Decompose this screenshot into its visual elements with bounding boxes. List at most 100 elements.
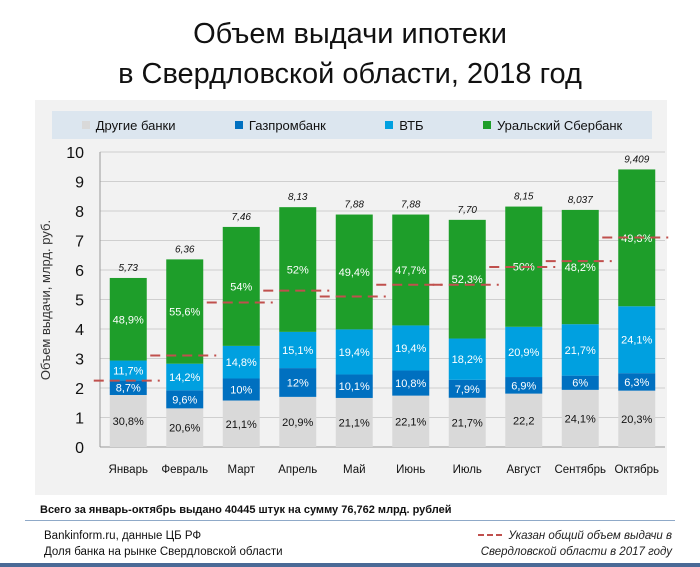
data-label: 48,9%	[113, 314, 144, 326]
total-summary: Всего за январь-октябрь выдано 40445 шту…	[40, 504, 452, 516]
total-label: 7,88	[401, 200, 421, 211]
bar-segment	[561, 375, 599, 390]
data-label: 52,3%	[452, 274, 483, 286]
total-label: 8,15	[514, 192, 534, 203]
bar-segment	[448, 397, 486, 447]
y-tick-label: 3	[75, 352, 84, 369]
bar-segment	[109, 380, 147, 395]
y-tick-label: 5	[75, 293, 84, 310]
bar-segment	[618, 390, 656, 447]
data-label: 6,9%	[511, 380, 536, 392]
total-label: 7,88	[345, 200, 365, 211]
data-label: 52%	[287, 265, 309, 277]
share-note: Доля банка на рынке Свердловской области	[44, 546, 283, 558]
data-label: 48,2%	[565, 262, 596, 274]
data-label: 20,9%	[508, 347, 539, 359]
bar-segment	[561, 324, 599, 376]
bar-segment	[166, 390, 204, 409]
x-tick-label: Апрель	[278, 464, 317, 476]
bar-segment	[335, 374, 373, 398]
title-line-2: в Свердловской области, 2018 год	[118, 58, 582, 90]
legend: Другие банки Газпромбанк ВТБ Уральский С…	[52, 111, 652, 139]
data-label: 14,8%	[226, 357, 257, 369]
x-tick-label: Февраль	[161, 464, 208, 476]
x-tick-label: Март	[227, 464, 255, 476]
data-label: 12%	[287, 377, 309, 389]
bar-segment	[335, 214, 373, 330]
y-tick-label: 9	[75, 175, 84, 192]
divider	[25, 520, 675, 521]
bar-segment	[505, 377, 543, 394]
bar-segment	[505, 326, 543, 378]
bar-segment	[109, 394, 147, 447]
total-label: 5,73	[119, 263, 139, 274]
data-label: 9,6%	[172, 394, 197, 406]
legend-swatch	[385, 121, 394, 129]
data-label: 21,7%	[452, 417, 483, 429]
total-label: 9,409	[624, 154, 649, 165]
data-label: 47,7%	[395, 265, 426, 277]
data-label: 20,6%	[169, 423, 200, 435]
x-tick-label: Январь	[109, 464, 148, 476]
y-tick-label: 4	[75, 322, 84, 339]
bar-segment	[618, 373, 656, 391]
total-label: 8,13	[288, 192, 308, 203]
bar-segment	[222, 226, 260, 346]
data-label: 6,3%	[624, 377, 649, 389]
bar-segment	[392, 214, 430, 326]
bar-segment	[166, 363, 204, 391]
bar-segment	[392, 325, 430, 371]
bar-segment	[279, 396, 317, 447]
data-label: 18,2%	[452, 354, 483, 366]
data-label: 10%	[230, 385, 252, 397]
bar-segment	[448, 379, 486, 398]
data-label: 22,1%	[395, 416, 426, 428]
legend-label: ВТБ	[399, 117, 424, 133]
source-text: Bankinform.ru, данные ЦБ РФ	[44, 530, 202, 542]
bar-segment	[448, 219, 486, 339]
legend-item-gazprombank: Газпромбанк	[234, 118, 326, 133]
reference-note-line-2: Свердловской области в 2017 году	[480, 546, 672, 558]
data-label: 24,1%	[565, 413, 596, 425]
data-label: 54%	[230, 281, 252, 293]
legend-swatch	[483, 121, 491, 129]
data-label: 10,8%	[395, 378, 426, 390]
legend-item-others: Другие банки	[81, 118, 175, 133]
bar-segment	[166, 259, 204, 364]
reference-note: Указан общий объем выдачи в Свердловской…	[478, 528, 672, 560]
data-label: 20,3%	[621, 414, 652, 426]
bar-segment	[222, 400, 260, 447]
data-label: 19,4%	[395, 343, 426, 355]
legend-label: Уральский Сбербанк	[497, 117, 623, 133]
data-label: 20,9%	[282, 417, 313, 429]
legend-swatch	[81, 121, 90, 129]
data-label: 30,8%	[113, 416, 144, 428]
bar-segment	[392, 370, 430, 396]
dashed-line-icon	[478, 533, 503, 538]
data-label: 10,1%	[339, 381, 370, 393]
data-label: 22,2	[513, 415, 534, 427]
data-label: 19,4%	[339, 347, 370, 359]
legend-swatch	[234, 121, 243, 129]
x-tick-label: Август	[506, 464, 541, 476]
reference-note-line-1: Указан общий объем выдачи в	[508, 530, 672, 542]
legend-item-vtb: ВТБ	[385, 117, 424, 133]
bar-segment	[222, 345, 260, 379]
x-tick-label: Май	[343, 464, 366, 476]
data-label: 55,6%	[169, 307, 200, 319]
data-label: 7,9%	[455, 384, 480, 396]
data-label: 21,1%	[226, 419, 257, 431]
bar-segment	[561, 209, 599, 325]
bar-segment	[335, 397, 373, 447]
bottom-bar	[0, 563, 700, 567]
y-tick-label: 0	[75, 440, 84, 457]
bar-segment	[618, 306, 656, 374]
total-label: 7,70	[458, 205, 478, 216]
bar-segment	[448, 338, 486, 380]
data-label: 15,1%	[282, 345, 313, 357]
source-block: Bankinform.ru, данные ЦБ РФ Доля банка н…	[44, 528, 283, 560]
total-label: 8,037	[568, 195, 593, 206]
chart-title: Объем выдачи ипотеки в Свердловской обла…	[0, 14, 700, 94]
total-label: 7,46	[232, 212, 252, 223]
